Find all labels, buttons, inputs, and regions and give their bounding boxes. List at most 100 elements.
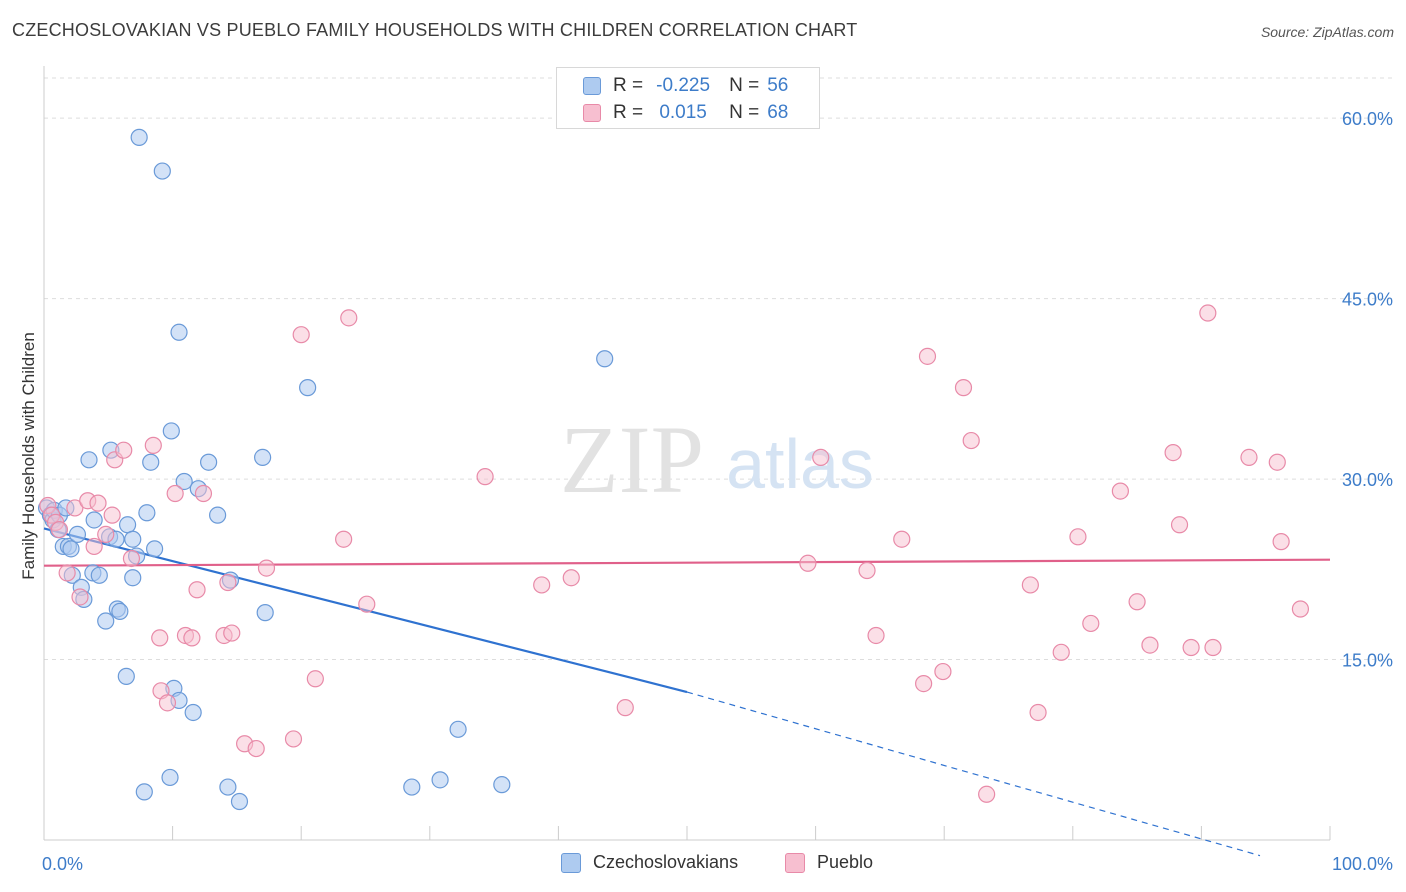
pueblo-point xyxy=(183,629,201,647)
x-tick-label: 0.0% xyxy=(42,854,83,874)
pueblo-point xyxy=(1204,638,1222,657)
czech-point xyxy=(111,602,129,621)
pueblo-point xyxy=(340,309,358,327)
legend-item-czech: Czechoslovakians xyxy=(561,852,738,873)
watermark-zip: ZIP xyxy=(560,406,704,513)
pueblo-r-label: R = xyxy=(613,102,644,123)
pueblo-point xyxy=(934,662,952,681)
czech-point xyxy=(68,525,87,544)
pueblo-point xyxy=(166,484,184,503)
pueblo-point xyxy=(978,785,996,803)
pueblo-points xyxy=(39,304,1310,803)
czech-point xyxy=(124,569,142,587)
pueblo-point xyxy=(954,379,973,397)
legend-item-pueblo: Pueblo xyxy=(785,852,873,873)
pueblo-point xyxy=(158,694,177,712)
czech-point xyxy=(200,453,218,471)
pueblo-point xyxy=(284,730,303,748)
pueblo-point xyxy=(66,499,84,517)
pueblo-point xyxy=(144,436,162,454)
czech-point xyxy=(138,504,156,522)
pueblo-legend-label: Pueblo xyxy=(817,852,874,872)
czech-point xyxy=(254,448,272,467)
pueblo-point xyxy=(1082,614,1100,633)
pueblo-point xyxy=(257,559,276,577)
pueblo-point xyxy=(867,626,885,645)
czech-point xyxy=(153,162,171,180)
czech-point xyxy=(90,566,108,584)
czech-point xyxy=(85,511,103,529)
pueblo-r-value: 0.015 xyxy=(659,102,707,123)
pueblo-point xyxy=(562,569,580,587)
pueblo-point xyxy=(1069,528,1087,546)
pueblo-point xyxy=(1291,600,1310,618)
pueblo-point xyxy=(306,670,324,688)
pueblo-point xyxy=(1240,448,1258,467)
tick-labels: 15.0% 30.0% 45.0% 60.0% 0.0% 100.0% xyxy=(42,109,1393,874)
pueblo-point xyxy=(1170,516,1189,534)
pueblo-point xyxy=(533,576,551,594)
pueblo-point xyxy=(1111,482,1129,500)
czech-point xyxy=(135,783,153,801)
pueblo-point xyxy=(1268,453,1286,471)
pueblo-point xyxy=(223,624,241,642)
czech-r-value: -0.225 xyxy=(656,75,711,96)
pueblo-point xyxy=(858,561,876,580)
pueblo-point xyxy=(1182,638,1200,657)
czech-point xyxy=(431,771,449,789)
pueblo-swatch xyxy=(583,104,601,122)
source-label: Source: ZipAtlas.com xyxy=(1260,24,1394,40)
czech-point xyxy=(80,451,98,469)
pueblo-point xyxy=(1272,533,1290,551)
y-axis-label: Family Households with Children xyxy=(19,332,38,580)
czech-point xyxy=(493,776,511,794)
czech-point xyxy=(184,703,202,722)
czech-point xyxy=(62,540,80,558)
watermark-atlas: atlas xyxy=(726,425,874,503)
pueblo-point xyxy=(71,588,89,606)
pueblo-point xyxy=(85,537,103,556)
series-legend: Czechoslovakians Pueblo xyxy=(0,852,1406,876)
czech-legend-swatch xyxy=(561,852,581,873)
chart-title: CZECHOSLOVAKIAN VS PUEBLO FAMILY HOUSEHO… xyxy=(12,20,858,40)
pueblo-point xyxy=(219,573,237,592)
czech-point xyxy=(596,350,614,368)
pueblo-point xyxy=(50,520,69,539)
pueblo-point xyxy=(358,595,376,613)
pueblo-point xyxy=(1164,443,1182,462)
pueblo-point xyxy=(103,506,121,524)
czech-point xyxy=(209,506,227,524)
pueblo-trend-line xyxy=(43,558,1331,567)
czech-point xyxy=(219,778,237,796)
y-tick-label: 60.0% xyxy=(1342,109,1393,129)
watermark: ZIP atlas xyxy=(560,406,874,513)
pueblo-n-value: 68 xyxy=(767,102,789,123)
czech-point xyxy=(256,604,274,622)
pueblo-legend-swatch xyxy=(785,852,805,873)
czech-point xyxy=(117,667,135,685)
czech-legend-label: Czechoslovakians xyxy=(593,852,739,872)
czech-point xyxy=(161,768,179,787)
pueblo-point xyxy=(476,468,494,486)
pueblo-point xyxy=(122,549,141,568)
pueblo-point xyxy=(292,326,310,344)
czech-n-value: 56 xyxy=(767,75,789,96)
pueblo-n-label: N = xyxy=(729,102,760,123)
czech-point xyxy=(145,540,164,558)
pueblo-point xyxy=(915,674,933,693)
pueblo-point xyxy=(89,494,107,512)
pueblo-point xyxy=(1029,703,1047,722)
pueblo-point xyxy=(1141,636,1159,654)
pueblo-point xyxy=(97,525,115,544)
pueblo-point xyxy=(247,739,265,758)
pueblo-point xyxy=(115,441,133,459)
pueblo-point xyxy=(151,629,169,647)
czech-swatch xyxy=(583,77,601,95)
pueblo-point xyxy=(616,699,634,717)
pueblo-point xyxy=(194,484,213,503)
czech-point xyxy=(130,128,148,146)
czech-point xyxy=(403,778,421,796)
x-tick-label: 100.0% xyxy=(1332,854,1393,874)
legend-row-pueblo: R = 0.015 N = 68 xyxy=(583,101,788,125)
